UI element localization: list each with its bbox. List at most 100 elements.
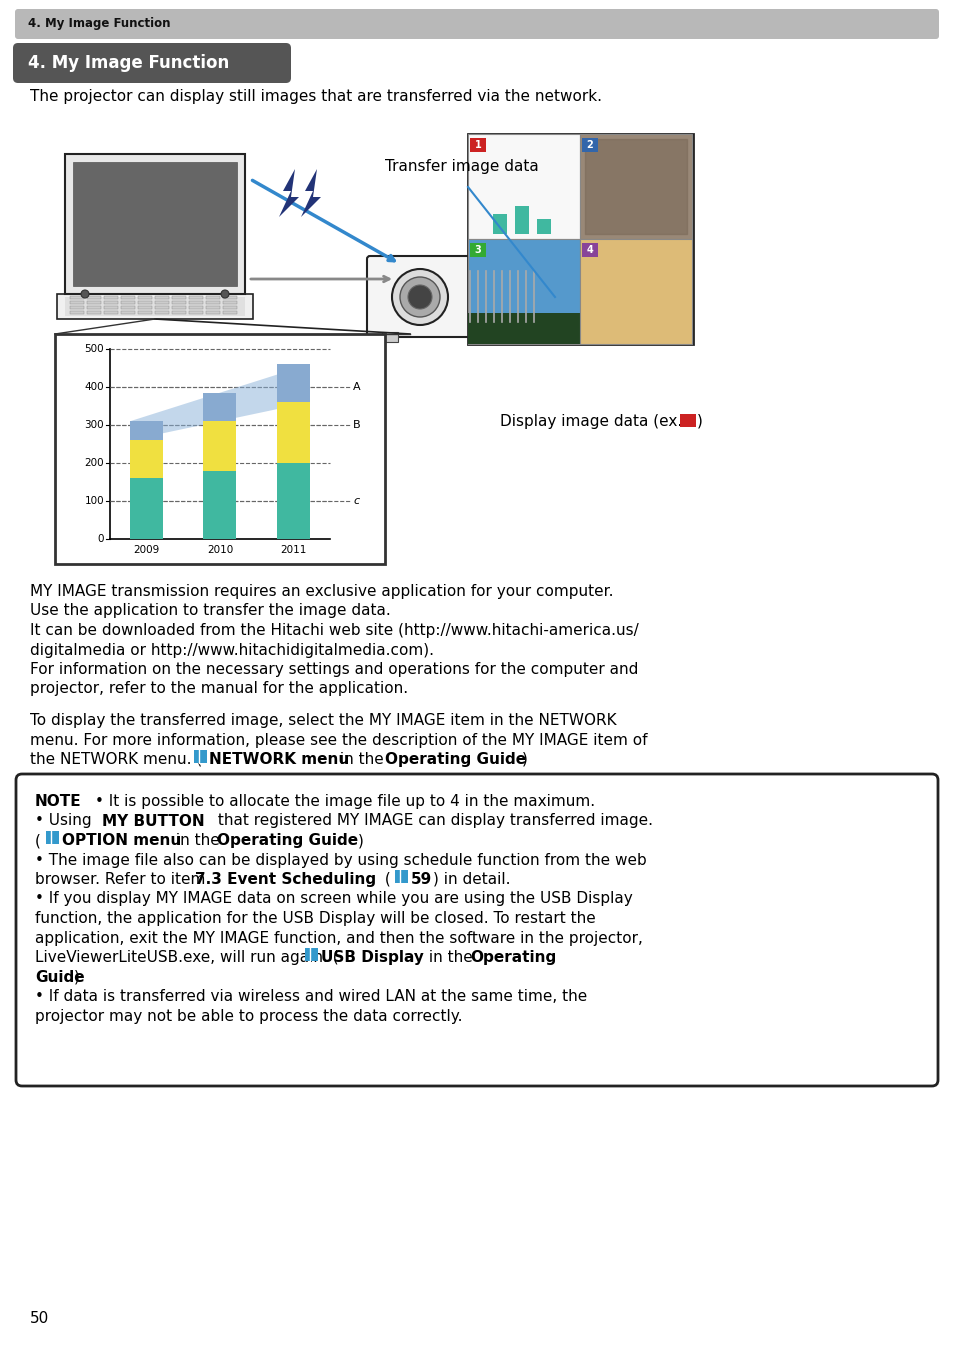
Bar bbox=[395, 871, 408, 883]
Bar bbox=[526, 332, 542, 343]
Bar bbox=[276, 463, 310, 539]
Text: NETWORK menu: NETWORK menu bbox=[209, 751, 349, 766]
Bar bbox=[130, 478, 163, 539]
FancyBboxPatch shape bbox=[15, 9, 938, 39]
Bar bbox=[154, 306, 169, 309]
Text: For information on the necessary settings and operations for the computer and: For information on the necessary setting… bbox=[30, 662, 638, 677]
Text: • The image file also can be displayed by using schedule function from the web: • The image file also can be displayed b… bbox=[35, 853, 646, 868]
Text: projector may not be able to process the data correctly.: projector may not be able to process the… bbox=[35, 1009, 462, 1024]
Circle shape bbox=[408, 284, 432, 309]
Bar bbox=[130, 478, 163, 539]
Circle shape bbox=[221, 290, 229, 298]
Bar bbox=[468, 240, 579, 344]
Bar bbox=[70, 310, 84, 314]
Bar bbox=[138, 301, 152, 305]
Bar bbox=[579, 240, 691, 344]
Text: USB Display: USB Display bbox=[320, 951, 423, 965]
Bar bbox=[130, 421, 163, 440]
Text: ) in detail.: ) in detail. bbox=[433, 872, 510, 887]
Text: Guide: Guide bbox=[35, 969, 85, 984]
Bar bbox=[203, 471, 236, 539]
Text: ): ) bbox=[74, 969, 80, 984]
Text: MY IMAGE transmission requires an exclusive application for your computer.: MY IMAGE transmission requires an exclus… bbox=[30, 584, 613, 598]
FancyBboxPatch shape bbox=[13, 43, 291, 83]
Text: ): ) bbox=[357, 833, 363, 848]
Circle shape bbox=[392, 269, 448, 325]
Text: 2: 2 bbox=[586, 139, 593, 150]
Bar bbox=[138, 310, 152, 314]
Text: 7.3 Event Scheduling: 7.3 Event Scheduling bbox=[194, 872, 375, 887]
Text: function, the application for the USB Display will be closed. To restart the: function, the application for the USB Di… bbox=[35, 911, 595, 926]
Bar bbox=[104, 295, 118, 299]
Bar bbox=[305, 948, 317, 961]
Bar bbox=[104, 306, 118, 309]
Text: 4: 4 bbox=[586, 245, 593, 255]
Text: 200: 200 bbox=[84, 458, 104, 468]
Text: Use the application to transfer the image data.: Use the application to transfer the imag… bbox=[30, 604, 391, 619]
Text: that registered MY IMAGE can display transferred image.: that registered MY IMAGE can display tra… bbox=[213, 814, 652, 829]
Bar bbox=[276, 402, 310, 463]
Bar bbox=[130, 440, 163, 478]
Text: application, exit the MY IMAGE function, and then the software in the projector,: application, exit the MY IMAGE function,… bbox=[35, 930, 642, 945]
Text: To display the transferred image, select the MY IMAGE item in the NETWORK: To display the transferred image, select… bbox=[30, 714, 616, 728]
Bar bbox=[87, 295, 101, 299]
Bar bbox=[172, 306, 186, 309]
Bar bbox=[203, 421, 236, 471]
Bar bbox=[87, 306, 101, 309]
Bar bbox=[121, 301, 135, 305]
Bar bbox=[468, 313, 579, 344]
Text: B: B bbox=[353, 420, 360, 431]
Bar bbox=[172, 301, 186, 305]
Bar bbox=[138, 295, 152, 299]
Polygon shape bbox=[130, 364, 310, 440]
Bar bbox=[172, 295, 186, 299]
Bar bbox=[55, 334, 385, 565]
Text: (: ( bbox=[35, 833, 41, 848]
Bar bbox=[104, 310, 118, 314]
Bar bbox=[493, 214, 506, 234]
Text: 3: 3 bbox=[475, 245, 481, 255]
Text: Operating Guide: Operating Guide bbox=[385, 751, 525, 766]
Bar bbox=[189, 295, 203, 299]
Text: MY BUTTON: MY BUTTON bbox=[102, 814, 204, 829]
Bar bbox=[189, 306, 203, 309]
Bar bbox=[206, 295, 220, 299]
Bar bbox=[515, 206, 529, 234]
Bar bbox=[276, 463, 310, 539]
FancyBboxPatch shape bbox=[16, 774, 937, 1086]
Bar bbox=[65, 154, 245, 294]
Text: Transfer image data: Transfer image data bbox=[385, 158, 538, 175]
Bar bbox=[70, 306, 84, 309]
Bar bbox=[203, 393, 236, 421]
Text: 2011: 2011 bbox=[280, 546, 306, 555]
Bar bbox=[104, 301, 118, 305]
Text: Display image data (ex.: Display image data (ex. bbox=[499, 414, 686, 429]
Bar bbox=[223, 306, 236, 309]
Bar bbox=[121, 295, 135, 299]
Text: NOTE: NOTE bbox=[35, 793, 82, 808]
Text: 300: 300 bbox=[84, 420, 104, 431]
Circle shape bbox=[399, 278, 439, 317]
Circle shape bbox=[533, 290, 546, 305]
Text: • If data is transferred via wireless and wired LAN at the same time, the: • If data is transferred via wireless an… bbox=[35, 988, 587, 1005]
Bar bbox=[206, 310, 220, 314]
Bar bbox=[73, 162, 236, 286]
Bar bbox=[223, 295, 236, 299]
Text: 100: 100 bbox=[84, 496, 104, 506]
Text: Operating Guide: Operating Guide bbox=[216, 833, 357, 848]
Bar bbox=[57, 294, 253, 320]
Text: • Using: • Using bbox=[35, 814, 96, 829]
Bar bbox=[276, 364, 310, 402]
Text: LiveViewerLiteUSB.exe, will run again. (: LiveViewerLiteUSB.exe, will run again. ( bbox=[35, 951, 338, 965]
Circle shape bbox=[81, 290, 89, 298]
Text: 50: 50 bbox=[30, 1311, 50, 1326]
Bar bbox=[172, 310, 186, 314]
Text: browser. Refer to item: browser. Refer to item bbox=[35, 872, 210, 887]
Bar bbox=[203, 393, 236, 421]
Bar bbox=[579, 134, 691, 240]
Polygon shape bbox=[278, 169, 298, 217]
Text: 4. My Image Function: 4. My Image Function bbox=[28, 18, 171, 31]
Bar bbox=[470, 138, 485, 152]
Bar bbox=[223, 310, 236, 314]
Text: 2009: 2009 bbox=[133, 546, 159, 555]
